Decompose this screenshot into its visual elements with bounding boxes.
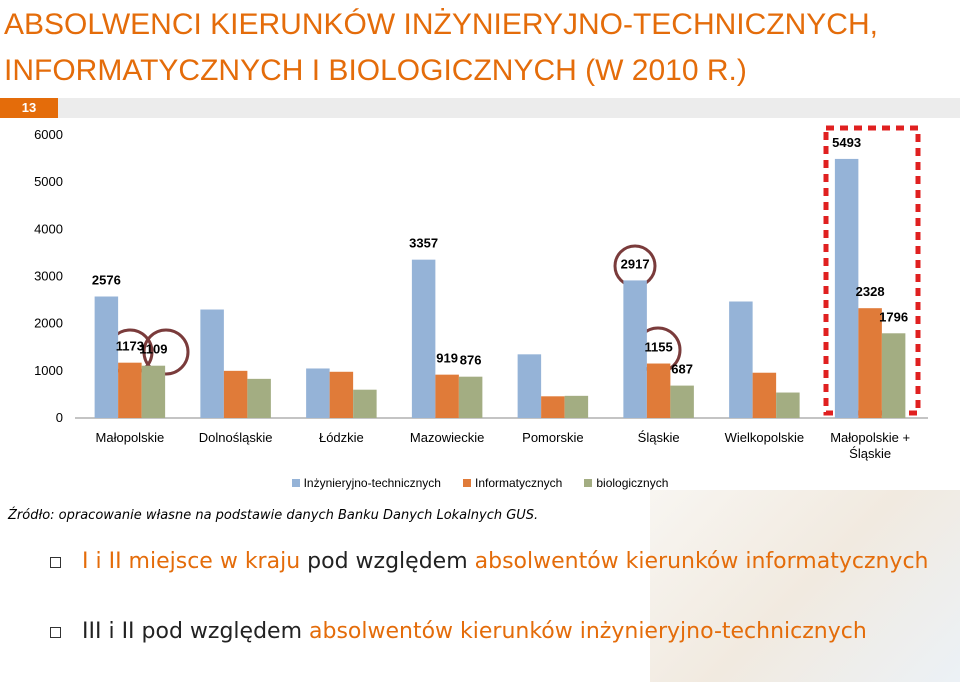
top-bar bbox=[0, 98, 960, 118]
y-tick-label: 5000 bbox=[34, 174, 63, 189]
bar bbox=[94, 296, 119, 418]
highlights bbox=[106, 244, 682, 376]
bar bbox=[541, 396, 565, 418]
bar bbox=[458, 376, 483, 418]
x-tick-label: Małopolskie bbox=[95, 430, 165, 445]
y-tick-label: 6000 bbox=[34, 127, 63, 142]
data-label: 2328 bbox=[856, 284, 885, 299]
bar bbox=[646, 363, 671, 418]
y-tick-label: 3000 bbox=[34, 269, 63, 284]
x-tick-label: Pomorskie bbox=[522, 430, 584, 445]
data-label: 3357 bbox=[409, 236, 438, 251]
bar bbox=[118, 362, 142, 418]
circle bbox=[142, 328, 190, 376]
x-tick-label: Mazowieckie bbox=[409, 430, 485, 445]
bar bbox=[776, 392, 800, 418]
legend-item: biologicznych bbox=[584, 476, 668, 490]
bar bbox=[752, 372, 777, 418]
x-tick-label: Dolnośląskie bbox=[198, 430, 273, 445]
legend-label: Informatycznych bbox=[474, 476, 563, 490]
bar bbox=[858, 308, 882, 418]
bullet-box bbox=[50, 557, 61, 568]
bar bbox=[411, 259, 436, 418]
bullet-segment: absolwentów kierunków inżynieryjno-techn… bbox=[309, 619, 867, 644]
bar bbox=[623, 280, 647, 418]
legend-label: Inżynieryjno-technicznych bbox=[303, 476, 441, 490]
bullet-text: I i II miejsce w kraju pod względem abso… bbox=[82, 544, 930, 580]
data-label: 2576 bbox=[92, 272, 121, 287]
x-tick-label: Wielkopolskie bbox=[724, 430, 805, 445]
bar bbox=[353, 389, 377, 418]
x-tick-label: Śląskie bbox=[637, 430, 680, 445]
data-label: 876 bbox=[460, 353, 482, 368]
data-label: 687 bbox=[671, 362, 693, 377]
bar bbox=[200, 309, 224, 418]
bar bbox=[329, 371, 354, 418]
data-label: 5493 bbox=[832, 135, 861, 150]
y-tick-label: 4000 bbox=[34, 221, 63, 236]
legend-label: biologicznych bbox=[596, 476, 669, 490]
bullet: III i II pod względem absolwentów kierun… bbox=[50, 614, 930, 650]
bar bbox=[670, 385, 694, 418]
legend-swatch bbox=[291, 479, 300, 487]
bar bbox=[306, 368, 330, 418]
bullet-box bbox=[50, 627, 61, 638]
bar bbox=[435, 374, 459, 418]
bar bbox=[881, 333, 906, 418]
data-label: 1796 bbox=[879, 309, 908, 324]
source: Źródło: opracowanie własne na podstawie … bbox=[8, 508, 539, 523]
x-tick-label: Małopolskie + Śląskie bbox=[830, 430, 911, 461]
legend: Inżynieryjno-technicznych Informatycznych… bbox=[0, 476, 960, 490]
bullet-segment: pod względem bbox=[307, 549, 468, 574]
bullet: I i II miejsce w kraju pod względem abso… bbox=[50, 544, 930, 580]
bullet-segment: absolwentów kierunków informatycznych bbox=[474, 549, 929, 574]
x-tick-label: Łódzkie bbox=[318, 430, 364, 445]
bar bbox=[141, 365, 166, 418]
y-tick-label: 0 bbox=[56, 410, 63, 425]
bar bbox=[729, 301, 753, 418]
legend-item: Inżynieryjno-technicznych bbox=[291, 476, 441, 490]
bar bbox=[223, 370, 248, 418]
data-label: 1109 bbox=[139, 342, 167, 357]
y-tick-label: 1000 bbox=[34, 363, 63, 378]
y-tick-label: 2000 bbox=[34, 316, 63, 331]
bar bbox=[517, 354, 542, 418]
bullet-segment: III i II pod względem bbox=[82, 619, 302, 644]
data-label: 919 bbox=[436, 351, 458, 366]
data-label: 1155 bbox=[645, 340, 673, 355]
bullet-segment: I i II miejsce w kraju bbox=[82, 549, 301, 574]
bar bbox=[834, 158, 859, 418]
data-label: 1173 bbox=[116, 339, 144, 354]
data-label: 2917 bbox=[621, 256, 650, 271]
bullet-text: III i II pod względem absolwentów kierun… bbox=[82, 614, 930, 650]
photo bbox=[650, 490, 960, 682]
legend-swatch bbox=[584, 479, 593, 487]
title: ABSOLWENCI KIERUNKÓW INŻYNIERYJNO-TECHNI… bbox=[4, 8, 878, 87]
legend-item: Informatycznych bbox=[462, 476, 563, 490]
slide-number: 13 bbox=[0, 98, 58, 118]
bar bbox=[247, 378, 271, 418]
legend-swatch bbox=[462, 479, 471, 487]
bar bbox=[564, 395, 589, 418]
